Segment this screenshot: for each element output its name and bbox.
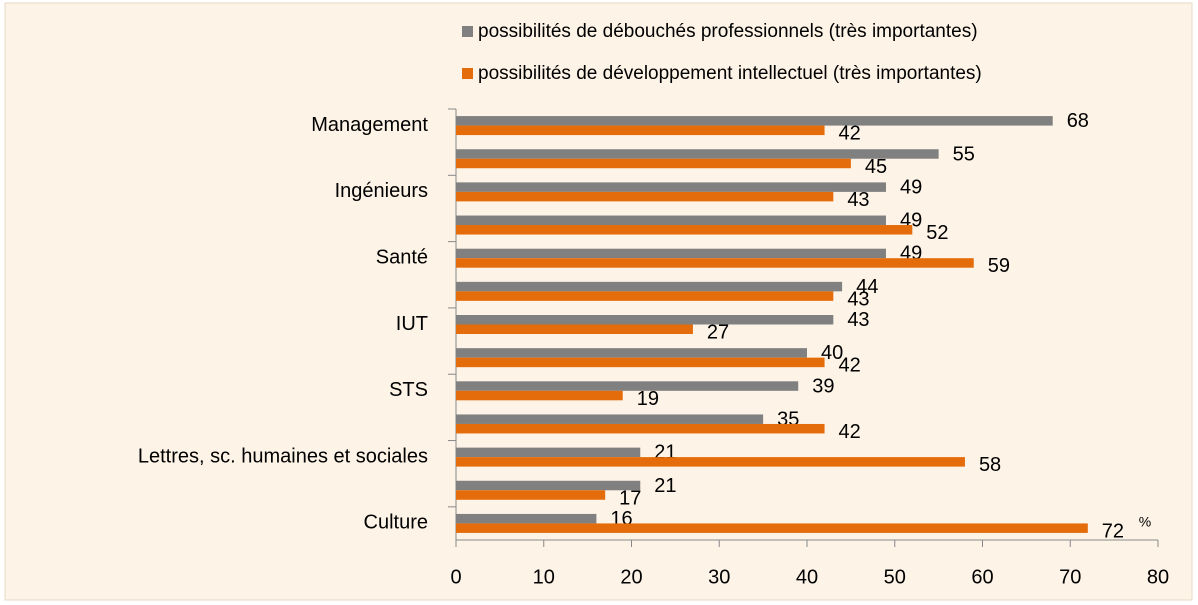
- data-label: 72: [1102, 520, 1124, 542]
- data-label: 43: [847, 309, 869, 331]
- data-label: 52: [926, 222, 948, 244]
- data-label: 21: [654, 475, 676, 497]
- data-label: 40: [821, 342, 843, 364]
- legend-swatch: [462, 68, 473, 79]
- bar: [456, 248, 886, 259]
- bar: [456, 258, 974, 268]
- bar: [456, 182, 886, 192]
- chart-background: [4, 2, 1193, 601]
- bar: [456, 423, 825, 434]
- bar: [456, 348, 807, 358]
- data-label: 27: [707, 322, 729, 344]
- x-tick-label: 50: [884, 566, 906, 588]
- data-label: 58: [979, 454, 1001, 476]
- data-label: 17: [619, 487, 641, 509]
- data-label: 42: [839, 123, 861, 145]
- bar: [456, 315, 834, 325]
- legend-label: possibilités de développement intellectu…: [478, 63, 982, 84]
- data-label: 55: [953, 143, 975, 165]
- bar: [456, 281, 843, 292]
- data-label: 19: [637, 388, 659, 410]
- x-tick-label: 20: [620, 566, 642, 588]
- y-tick-label: STS: [389, 379, 428, 401]
- data-label: 59: [988, 255, 1010, 277]
- x-tick-label: 70: [1059, 566, 1081, 588]
- data-label: 68: [1067, 110, 1089, 132]
- data-label: 43: [847, 189, 869, 211]
- bar: [456, 357, 825, 368]
- y-tick-label: Management: [311, 114, 428, 136]
- data-label: 43: [847, 288, 869, 310]
- bar: [456, 225, 913, 235]
- x-tick-label: 80: [1147, 566, 1169, 588]
- bar: [456, 324, 693, 334]
- bar: [456, 149, 939, 159]
- data-label: 42: [839, 355, 861, 377]
- bar: [456, 191, 834, 202]
- data-label: 45: [865, 156, 887, 178]
- legend-label: possibilités de débouchés professionnels…: [478, 21, 978, 42]
- y-tick-label: Ingénieurs: [335, 180, 428, 202]
- bar: [456, 513, 597, 524]
- data-label: 42: [839, 421, 861, 443]
- bar: [456, 158, 851, 169]
- x-tick-label: 10: [533, 566, 555, 588]
- bar: [456, 457, 965, 467]
- bar: [456, 215, 886, 226]
- bar: [456, 447, 641, 458]
- bar: [456, 390, 623, 401]
- bar: [456, 490, 606, 500]
- bar: [456, 414, 764, 424]
- x-axis-label: %: [1139, 514, 1151, 530]
- y-tick-label: IUT: [396, 313, 428, 335]
- bar: [456, 125, 825, 136]
- x-tick-label: 60: [971, 566, 993, 588]
- y-tick-label: Lettres, sc. humaines et sociales: [138, 445, 428, 467]
- data-label: 49: [900, 176, 922, 198]
- y-tick-label: Culture: [364, 512, 428, 534]
- x-tick-label: 40: [796, 566, 818, 588]
- data-label: 44: [856, 276, 878, 298]
- bar: [456, 480, 641, 491]
- legend-swatch: [462, 26, 473, 37]
- x-tick-label: 0: [450, 566, 461, 588]
- bar: [456, 381, 799, 391]
- bar: [456, 291, 834, 301]
- data-label: 39: [812, 375, 834, 397]
- bar: [456, 116, 1053, 126]
- x-tick-label: 30: [708, 566, 730, 588]
- bar: [456, 523, 1088, 533]
- y-tick-label: Santé: [376, 246, 428, 268]
